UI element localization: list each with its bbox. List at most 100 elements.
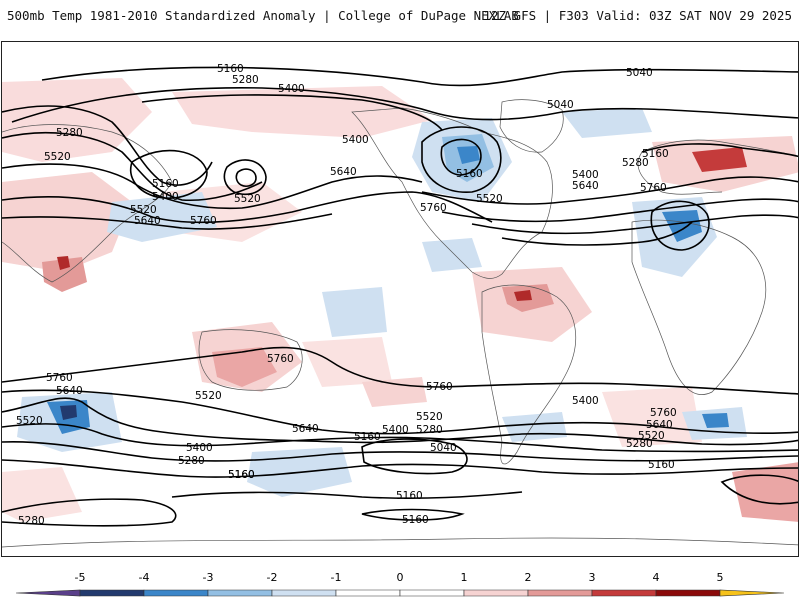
anomaly-patch: [2, 467, 82, 522]
colorbar-swatch: [399, 589, 465, 597]
contour-label: 5280: [178, 455, 205, 467]
contour-label: 5760: [267, 353, 294, 365]
contour-label: 5640: [134, 215, 161, 227]
contour-5280-northwest: [2, 131, 263, 202]
colorbar-tick: 4: [653, 571, 660, 584]
map-panel: 5160 5280 5400 5280 5520 5160 5400 5520 …: [1, 41, 799, 557]
contour-5760-north: [2, 213, 333, 230]
contour-canada-low: [421, 126, 502, 193]
contour-label: 5400: [382, 424, 409, 436]
contour-label: 5760: [650, 407, 677, 419]
anomaly-patch: [2, 78, 152, 162]
contour-label: 5760: [46, 372, 73, 384]
contour-label: 5040: [547, 99, 574, 111]
anomaly-patch: [302, 337, 392, 387]
colorbar-tick: -4: [139, 571, 150, 584]
australia-outline: [198, 329, 303, 391]
contour-5520-northwest: [2, 163, 423, 210]
contour-5160-south: [2, 459, 798, 478]
contour-label: 5520: [130, 204, 157, 216]
contour-label: 5400: [342, 134, 369, 146]
contour-antarctic-loop: [720, 474, 798, 505]
anomaly-patch: [732, 462, 798, 522]
south-america-outline: [481, 284, 577, 465]
colorbar-swatch: [591, 589, 657, 597]
contour-label: 5760: [426, 381, 453, 393]
contour-label: 5640: [56, 385, 83, 397]
colorbar-swatch: [527, 589, 593, 597]
contour-5160-antarctic: [171, 491, 523, 499]
map-header: 500mb Temp 1981-2010 Standardized Anomal…: [0, 0, 800, 30]
contour-5160-antarctic-2: [361, 508, 465, 521]
contour-5520-south: [2, 397, 798, 446]
colorbar-tick: 0: [397, 571, 404, 584]
contour-pacific-low-inner: [235, 168, 257, 187]
contour-label: 5280: [232, 74, 259, 86]
contour-label: 5400: [572, 169, 599, 181]
contour-label: 5280: [18, 515, 45, 527]
colorbar-tick: -3: [203, 571, 214, 584]
contour-label: 5760: [190, 215, 217, 227]
colorbar-swatch: [15, 589, 81, 597]
contour-label: 5520: [476, 193, 503, 205]
colorbar-swatch: [719, 589, 785, 597]
colorbar-tick: 2: [525, 571, 532, 584]
anomaly-patch: [702, 413, 729, 428]
anomaly-patch: [692, 147, 747, 172]
contour-label: 5160: [217, 63, 244, 75]
anomaly-map: 5160 5280 5400 5280 5520 5160 5400 5520 …: [2, 63, 798, 548]
colorbar-tick: 5: [717, 571, 724, 584]
contour-label: 5040: [430, 442, 457, 454]
contour-5640-north: [2, 191, 493, 224]
asia-outline: [2, 124, 173, 283]
contour-label: 5280: [56, 127, 83, 139]
anomaly-patch: [57, 256, 70, 270]
model-run-info: 12Z GFS | F303 Valid: 03Z SAT NOV 29 202…: [483, 8, 792, 23]
colorbar-swatch: [655, 589, 721, 597]
anomaly-patch: [602, 387, 702, 447]
contour-5280-arctic: [11, 86, 798, 123]
contour-europe-low: [650, 200, 710, 251]
contour-label: 5400: [152, 191, 179, 203]
contour-labels: 5160 5280 5400 5280 5520 5160 5400 5520 …: [16, 63, 677, 527]
colorbar-swatch: [143, 589, 209, 597]
height-contours: [2, 66, 798, 527]
contour-label: 5520: [44, 151, 71, 163]
contour-5280-antarctic: [2, 498, 177, 527]
colorbar-tick-labels: -5 -4 -3 -2 -1 0 1 2 3 4 5: [75, 571, 724, 584]
contour-5160-northwest: [2, 105, 213, 186]
anomaly-patch: [362, 377, 427, 407]
anomaly-patch: [172, 86, 432, 138]
contour-5160-europe: [641, 143, 798, 158]
contour-label: 5160: [228, 469, 255, 481]
anomaly-patch: [457, 146, 480, 164]
contour-5400-north: [141, 94, 443, 131]
contour-label: 5640: [330, 166, 357, 178]
contour-label: 5040: [626, 67, 653, 79]
coastlines: [2, 99, 798, 548]
colorbar-tick: 3: [589, 571, 596, 584]
contour-label: 5160: [396, 490, 423, 502]
antarctica-outline: [2, 537, 798, 548]
contour-5640-south: [2, 389, 798, 435]
colorbar-graphic: -5 -4 -3 -2 -1 0 1 2 3 4 5: [15, 571, 785, 597]
anomaly-patch: [562, 108, 652, 138]
contour-label: 5400: [572, 395, 599, 407]
colorbar-swatches: [15, 589, 785, 597]
contour-5040-south: [361, 438, 468, 475]
colorbar-swatch: [271, 589, 337, 597]
colorbar-swatch: [335, 589, 401, 597]
contour-5400-south: [2, 423, 798, 453]
anomaly-patch: [422, 238, 482, 272]
contour-pacific-low: [223, 159, 267, 196]
anomaly-patch: [322, 287, 387, 337]
contour-label: 5520: [195, 390, 222, 402]
contour-5640-atlantic: [471, 214, 798, 235]
africa-outline: [631, 219, 766, 395]
contour-5040-arctic: [41, 66, 798, 87]
colorbar-swatch: [463, 589, 529, 597]
anomaly-patch: [662, 210, 702, 242]
map-title: 500mb Temp 1981-2010 Standardized Anomal…: [7, 8, 519, 23]
contour-canada-low-inner: [440, 138, 482, 176]
contour-label: 5760: [420, 202, 447, 214]
